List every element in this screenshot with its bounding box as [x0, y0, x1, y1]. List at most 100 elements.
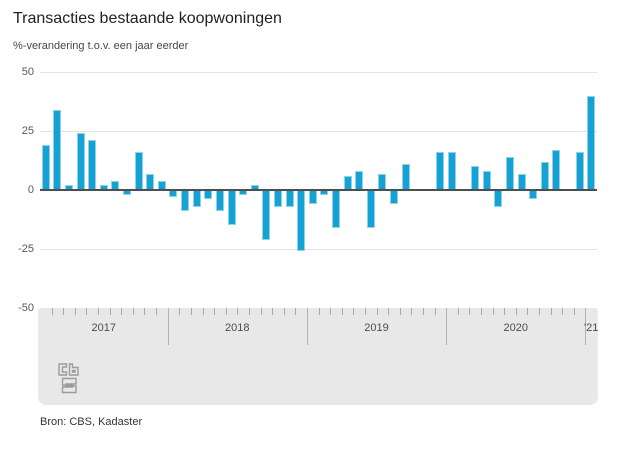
- bar: [192, 190, 201, 207]
- month-tick: [504, 308, 506, 315]
- bar: [436, 152, 445, 190]
- month-tick: [492, 308, 494, 315]
- month-tick: [272, 308, 274, 315]
- bar: [227, 190, 236, 226]
- bar: [273, 190, 282, 207]
- month-tick: [260, 308, 262, 315]
- month-tick: [422, 308, 424, 315]
- month-tick: [341, 308, 343, 315]
- month-tick: [121, 308, 123, 315]
- gridline: [40, 131, 597, 132]
- month-tick: [98, 308, 99, 315]
- bar: [540, 161, 549, 190]
- year-label: 2017: [91, 322, 117, 334]
- chart-subtitle: %-verandering t.o.v. een jaar eerder: [13, 40, 189, 52]
- month-tick: [51, 308, 53, 315]
- month-tick: [411, 308, 413, 315]
- bar: [215, 190, 224, 212]
- month-tick: [225, 308, 227, 315]
- month-tick: [388, 308, 390, 315]
- bar: [181, 190, 190, 212]
- month-tick: [109, 308, 111, 315]
- month-tick: [214, 308, 216, 315]
- year-label: 2018: [225, 322, 250, 334]
- bar: [482, 171, 491, 190]
- bar: [401, 164, 410, 190]
- month-tick: [330, 308, 332, 315]
- month-tick: [74, 308, 76, 315]
- month-tick: [539, 308, 540, 315]
- source-text: Bron: CBS, Kadaster: [40, 416, 143, 428]
- month-tick: [63, 308, 65, 315]
- bar: [285, 190, 294, 207]
- bar: [471, 166, 480, 190]
- zero-line: [40, 189, 597, 191]
- bar: [494, 190, 503, 207]
- y-axis-tick-label: 50: [21, 66, 34, 78]
- month-tick: [353, 308, 355, 315]
- bar: [378, 173, 387, 190]
- month-tick: [86, 308, 88, 315]
- bar: [366, 190, 375, 228]
- month-tick: [248, 308, 250, 315]
- month-tick: [364, 308, 366, 315]
- year-separator: [585, 308, 587, 345]
- bar: [552, 149, 561, 190]
- month-tick: [132, 308, 134, 315]
- bar: [262, 190, 271, 240]
- bar: [355, 171, 364, 190]
- y-axis-tick-label: 0: [27, 184, 34, 196]
- bar: [587, 95, 596, 190]
- month-tick: [179, 308, 181, 315]
- month-tick: [190, 308, 192, 315]
- bar: [506, 157, 514, 190]
- month-tick: [283, 308, 285, 315]
- bar: [53, 109, 62, 190]
- month-tick: [434, 308, 436, 315]
- bar: [169, 190, 178, 198]
- bar: [146, 173, 155, 190]
- gridline: [40, 72, 597, 73]
- year-separator: [306, 308, 308, 345]
- y-axis-tick-label: -25: [18, 243, 34, 255]
- bar: [41, 145, 50, 190]
- bar: [447, 152, 456, 190]
- month-tick: [144, 308, 146, 315]
- bar: [134, 152, 143, 190]
- year-label: '21: [584, 322, 599, 334]
- bar: [575, 152, 584, 190]
- month-tick: [237, 308, 239, 315]
- bar: [76, 133, 85, 190]
- bar: [529, 190, 538, 200]
- month-tick: [399, 308, 401, 315]
- gridline: [40, 249, 597, 250]
- year-label: 2019: [364, 322, 389, 334]
- bar: [88, 140, 97, 190]
- month-tick: [515, 308, 517, 315]
- cbs-logo: [58, 363, 79, 394]
- month-tick: [318, 308, 320, 315]
- x-axis-band: [38, 308, 598, 405]
- month-tick: [202, 308, 204, 315]
- year-separator: [446, 308, 448, 345]
- month-tick: [156, 308, 157, 315]
- month-tick: [481, 308, 482, 315]
- bar: [204, 190, 213, 200]
- year-label: 2020: [503, 322, 529, 334]
- bar: [297, 190, 306, 252]
- month-tick: [573, 308, 575, 315]
- bar: [308, 190, 317, 205]
- month-tick: [527, 308, 529, 315]
- y-axis-tick-label: 25: [21, 125, 34, 137]
- month-tick: [562, 308, 564, 315]
- month-tick: [376, 308, 378, 315]
- year-separator: [167, 308, 169, 345]
- month-tick: [550, 308, 552, 315]
- bar: [331, 190, 340, 228]
- bar: [389, 190, 398, 205]
- month-tick: [457, 308, 459, 315]
- bar: [343, 175, 352, 190]
- bar: [517, 173, 526, 190]
- chart-title: Transacties bestaande koopwoningen: [13, 10, 282, 27]
